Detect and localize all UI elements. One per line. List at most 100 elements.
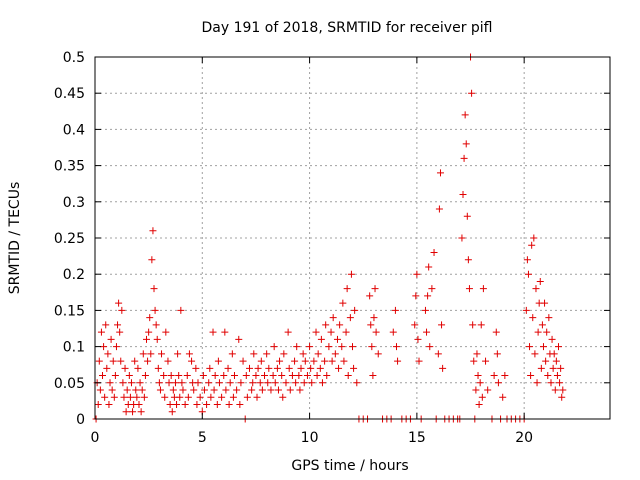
data-point (552, 357, 560, 365)
data-point (200, 386, 208, 394)
data-point (273, 364, 281, 372)
data-point (284, 328, 292, 336)
data-point (236, 401, 244, 409)
data-point (389, 328, 397, 336)
data-point (307, 364, 315, 372)
data-point (258, 386, 266, 394)
data-point (392, 343, 400, 351)
data-point (536, 277, 544, 285)
data-point (353, 379, 361, 387)
data-point (131, 357, 139, 365)
data-point (125, 372, 133, 380)
data-point (161, 393, 169, 401)
data-point (214, 357, 222, 365)
data-point (206, 364, 214, 372)
data-point (526, 343, 534, 351)
data-point (119, 379, 127, 387)
data-point (109, 357, 117, 365)
data-point (475, 401, 483, 409)
data-point (249, 379, 257, 387)
data-point (349, 343, 356, 351)
data-point (135, 401, 143, 409)
data-point (317, 335, 325, 343)
data-point (533, 379, 541, 387)
data-point (107, 335, 115, 343)
data-point (115, 299, 123, 307)
data-point (458, 234, 466, 242)
data-point (193, 401, 201, 409)
data-point (300, 379, 308, 387)
data-point (243, 393, 251, 401)
data-point (548, 335, 556, 343)
x-tick-label: 15 (408, 430, 426, 446)
data-point (370, 314, 378, 322)
data-point (528, 241, 536, 249)
data-point (338, 343, 346, 351)
data-point (550, 350, 558, 358)
data-point (171, 379, 179, 387)
data-point (468, 89, 476, 97)
data-point (438, 321, 446, 329)
data-point (291, 357, 299, 365)
data-point (286, 386, 294, 394)
data-point (147, 350, 155, 358)
data-point (178, 379, 186, 387)
data-point (340, 357, 348, 365)
data-point (207, 393, 215, 401)
data-point (558, 393, 566, 401)
data-point (374, 350, 382, 358)
data-point (257, 357, 265, 365)
data-point (209, 328, 217, 336)
data-point (556, 379, 564, 387)
data-point (105, 401, 113, 409)
data-point (165, 379, 173, 387)
data-point (156, 386, 164, 394)
data-point (116, 328, 124, 336)
data-point (114, 321, 122, 329)
data-point (145, 328, 153, 336)
data-point (531, 350, 539, 358)
data-point (196, 393, 204, 401)
data-point (325, 343, 333, 351)
data-point (120, 393, 128, 401)
x-tick-label: 0 (91, 430, 100, 446)
data-point (274, 386, 282, 394)
y-tick-label: 0.45 (54, 86, 85, 102)
data-point (351, 306, 359, 314)
y-tick-label: 0.3 (63, 195, 85, 211)
data-point (95, 357, 103, 365)
data-point (149, 227, 157, 235)
data-point (215, 379, 223, 387)
data-point (176, 393, 184, 401)
data-point (103, 364, 111, 372)
data-point (465, 285, 473, 293)
data-point (239, 357, 247, 365)
data-point (532, 285, 540, 293)
data-point (461, 111, 469, 119)
data-point (306, 343, 314, 351)
data-point (321, 357, 329, 365)
data-point (299, 350, 307, 358)
data-point (297, 364, 305, 372)
y-tick-label: 0.35 (54, 159, 85, 175)
data-point (473, 350, 481, 358)
data-point (482, 357, 490, 365)
data-point (126, 393, 134, 401)
data-point (303, 372, 311, 380)
data-point (372, 328, 380, 336)
data-point (101, 393, 109, 401)
data-point (108, 386, 116, 394)
data-point (122, 408, 130, 416)
data-point (224, 364, 232, 372)
data-point (439, 364, 447, 372)
data-point (310, 357, 318, 365)
data-point (423, 328, 431, 336)
data-point (462, 140, 470, 148)
data-point (557, 364, 565, 372)
data-point (541, 299, 549, 307)
data-point (342, 328, 350, 336)
y-tick-label: 0.15 (54, 303, 85, 319)
data-point (292, 379, 300, 387)
data-point (280, 350, 288, 358)
data-point (96, 386, 104, 394)
